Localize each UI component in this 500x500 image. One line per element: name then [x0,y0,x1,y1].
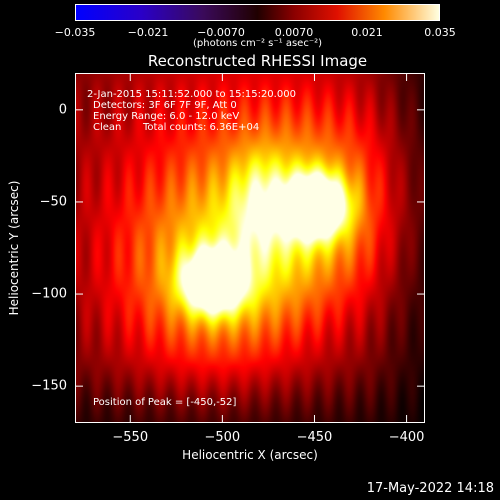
y-tick-label: −150 [31,378,67,394]
x-tick-label: −400 [388,430,425,445]
x-axis-label: Heliocentric X (arcsec) [182,448,318,462]
timestamp: 17-May-2022 14:18 [366,481,494,496]
info-energy: Energy Range: 6.0 - 12.0 keV [93,111,240,122]
x-tick-label: −550 [112,430,149,445]
y-tick-label: −100 [31,286,67,302]
info-detectors: Detectors: 3F 6F 7F 9F, Att 0 [93,100,237,111]
colorbar-tick-label: 0.021 [351,26,383,39]
info-counts: Total counts: 6.36E+04 [143,122,260,133]
x-tick-label: −500 [204,430,241,445]
colorbar-tick-label: 0.035 [424,26,456,39]
info-method: Clean [93,122,122,133]
colorbar-tick-label: −0.021 [127,26,169,39]
colorbar [75,4,440,21]
chart-title: Reconstructed RHESSI Image [147,52,368,70]
plot-axes [75,73,425,423]
y-axis-label: Heliocentric Y (arcsec) [7,180,21,316]
plot-area: 2-Jan-2015 15:11:52.000 to 15:15:20.000 … [75,73,425,423]
y-tick-label: 0 [58,102,67,118]
peak-position: Position of Peak = [-450,-52] [93,397,237,408]
colorbar-tick-label: −0.0070 [197,26,245,39]
colorbar-tick-label: −0.035 [54,26,96,39]
heatmap-image [75,73,425,423]
colorbar-tick-label: 0.0070 [274,26,314,39]
y-tick-label: −50 [39,194,67,210]
colorbar-units: (photons cm⁻² s⁻¹ asec⁻²) [192,38,323,49]
plot-frame [75,73,425,423]
x-tick-label: −450 [296,430,333,445]
info-time: 2-Jan-2015 15:11:52.000 to 15:15:20.000 [87,89,296,100]
